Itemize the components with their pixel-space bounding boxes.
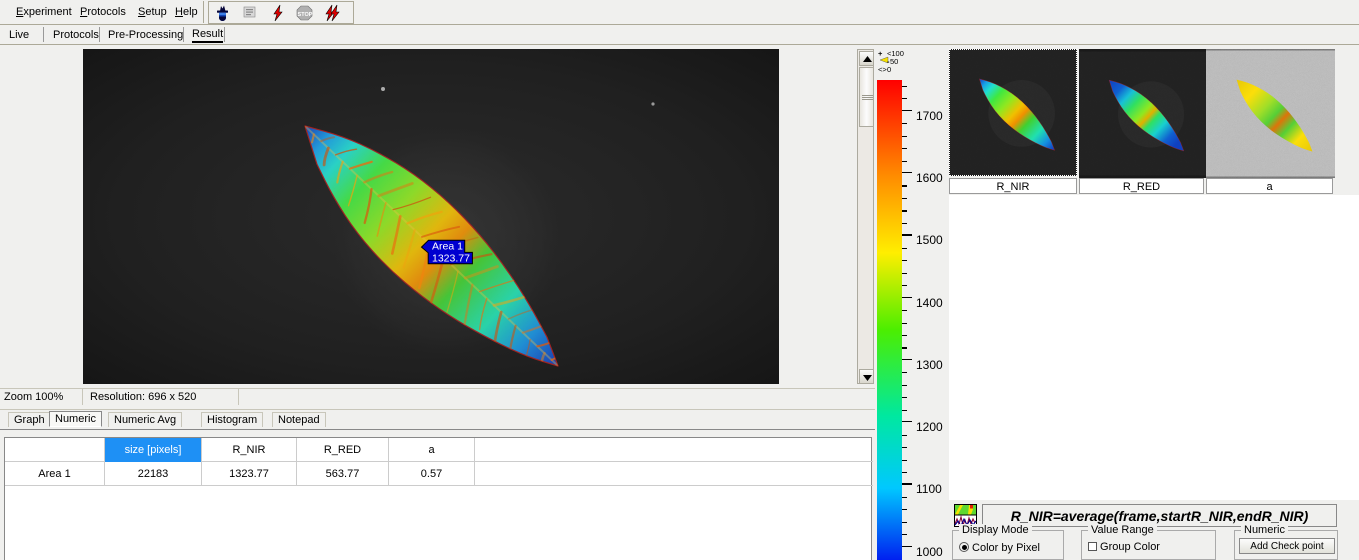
svg-text:Area 1: Area 1 [432,241,463,253]
svg-text:0: 0 [887,65,891,74]
svg-text:50: 50 [890,57,898,66]
svg-text:1323.77: 1323.77 [432,253,470,265]
svg-text:STOP: STOP [298,12,313,18]
svg-text:+: + [878,49,883,58]
svg-text:<>: <> [878,65,887,74]
